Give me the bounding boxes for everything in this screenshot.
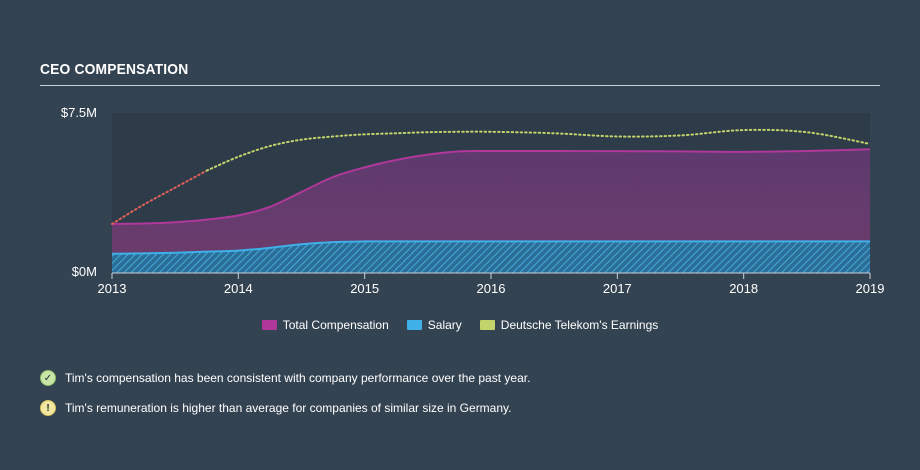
note-text: Tim's remuneration is higher than averag… — [65, 401, 512, 415]
chart-legend: Total Compensation Salary Deutsche Telek… — [0, 318, 920, 332]
series-line-earnings-decline — [111, 169, 208, 225]
series-area-salary — [112, 241, 870, 273]
y-tick-label: $0M — [72, 264, 97, 279]
x-tick-label: 2018 — [729, 281, 758, 296]
series-line-total-compensation — [111, 148, 871, 225]
legend-label: Total Compensation — [282, 318, 389, 332]
legend-swatch-total-compensation — [261, 320, 277, 330]
x-tick-label: 2015 — [350, 281, 379, 296]
check-circle-icon: ✓ — [40, 370, 56, 386]
exclamation-circle-icon: ! — [40, 400, 56, 416]
legend-swatch-salary — [406, 320, 422, 330]
x-tick-label: 2019 — [856, 281, 885, 296]
legend-item-earnings[interactable]: Deutsche Telekom's Earnings — [479, 318, 659, 332]
series-line-earnings — [205, 128, 871, 172]
x-tick-label: 2016 — [477, 281, 506, 296]
note-consistent-compensation: ✓ Tim's compensation has been consistent… — [40, 370, 530, 386]
y-tick-label: $7.5M — [61, 105, 97, 120]
legend-label: Deutsche Telekom's Earnings — [500, 318, 659, 332]
ceo-compensation-chart: 2013 2014 2015 2016 2017 2018 2019 $0M $7.5M — [61, 105, 885, 296]
legend-item-total-compensation[interactable]: Total Compensation — [261, 318, 389, 332]
section-title: CEO COMPENSATION — [40, 61, 189, 78]
x-tick-label: 2017 — [603, 281, 632, 296]
legend-label: Salary — [427, 318, 462, 332]
x-tick-label: 2013 — [98, 281, 127, 296]
note-text: Tim's compensation has been consistent w… — [65, 371, 531, 385]
x-tick-label: 2014 — [224, 281, 253, 296]
series-line-salary — [111, 240, 870, 255]
note-above-average-remuneration: ! Tim's remuneration is higher than aver… — [40, 400, 511, 416]
legend-item-salary[interactable]: Salary — [406, 318, 462, 332]
title-divider — [40, 85, 880, 86]
legend-swatch-earnings — [479, 320, 495, 330]
